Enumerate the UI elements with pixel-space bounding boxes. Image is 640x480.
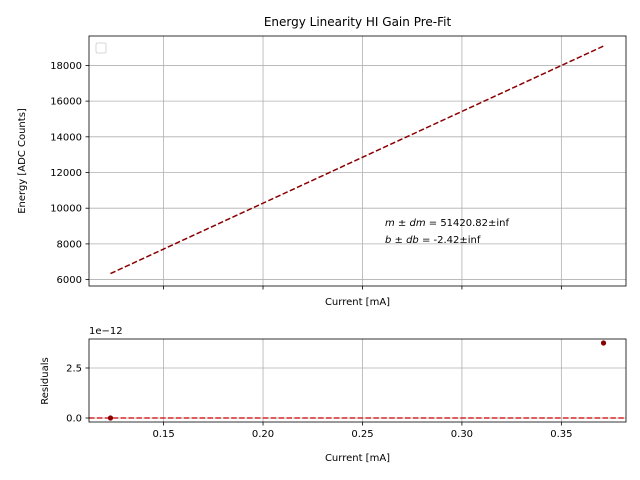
top-chart-title: Energy Linearity HI Gain Pre-Fit (264, 15, 452, 29)
annotation-intercept: b ± db = -2.42±inf (385, 235, 481, 246)
bottom-y-tick-label: 0.0 (66, 414, 82, 425)
fit-line (110, 45, 604, 275)
bottom-grid (89, 339, 626, 422)
top-y-axis-label: Energy [ADC Counts] (17, 108, 28, 214)
bottom-x-tick-label: 0.20 (252, 429, 274, 440)
bottom-xtick-labels: 0.15 0.20 0.25 0.30 0.35 (152, 429, 572, 440)
bottom-ytick-labels: 0.0 2.5 (66, 364, 82, 425)
top-grid (89, 36, 626, 286)
bottom-ticks (85, 367, 562, 426)
top-x-axis-label: Current [mA] (325, 297, 390, 308)
bottom-x-axis-label: Current [mA] (325, 453, 390, 464)
bottom-x-tick-label: 0.35 (550, 429, 572, 440)
bottom-x-tick-label: 0.30 (451, 429, 473, 440)
bottom-series (89, 340, 626, 421)
top-ytick-labels: 6000 8000 10000 12000 14000 16000 18000 (50, 61, 82, 286)
residual-point (600, 340, 607, 346)
annotation-slope-value: = 51420.82±inf (426, 218, 510, 229)
empty-legend-box (95, 42, 107, 54)
annotation-intercept-value: = -2.42±inf (419, 235, 481, 246)
top-y-tick-label: 16000 (50, 97, 82, 108)
top-y-tick-label: 10000 (50, 204, 82, 215)
top-y-tick-label: 18000 (50, 61, 82, 72)
fit-annotation: m ± dm = 51420.82±inf b ± db = -2.42±inf (385, 218, 510, 246)
top-y-tick-label: 14000 (50, 132, 82, 143)
top-y-tick-label: 6000 (57, 275, 82, 286)
bottom-panel: 0.15 0.20 0.25 0.30 0.35 0.0 2.5 1e−12 Curren… (40, 326, 627, 464)
bottom-axes-frame (88, 338, 627, 423)
top-axes-frame (88, 35, 627, 287)
bottom-y-axis-label: Residuals (40, 357, 51, 404)
bottom-x-tick-label: 0.25 (351, 429, 373, 440)
annotation-slope-math: m ± dm (385, 218, 426, 229)
bottom-y-tick-label: 2.5 (66, 364, 82, 375)
top-series (110, 45, 604, 275)
annotation-slope: m ± dm = 51420.82±inf (385, 218, 510, 229)
top-ticks (85, 65, 562, 290)
top-y-tick-label: 8000 (57, 239, 82, 250)
bottom-x-tick-label: 0.15 (152, 429, 174, 440)
top-panel: 6000 8000 10000 12000 14000 16000 18000 Energy… (17, 15, 627, 308)
residual-point (107, 415, 114, 421)
top-y-tick-label: 12000 (50, 168, 82, 179)
annotation-intercept-math: b ± db (385, 235, 419, 246)
bottom-offset-text: 1e−12 (89, 326, 123, 337)
